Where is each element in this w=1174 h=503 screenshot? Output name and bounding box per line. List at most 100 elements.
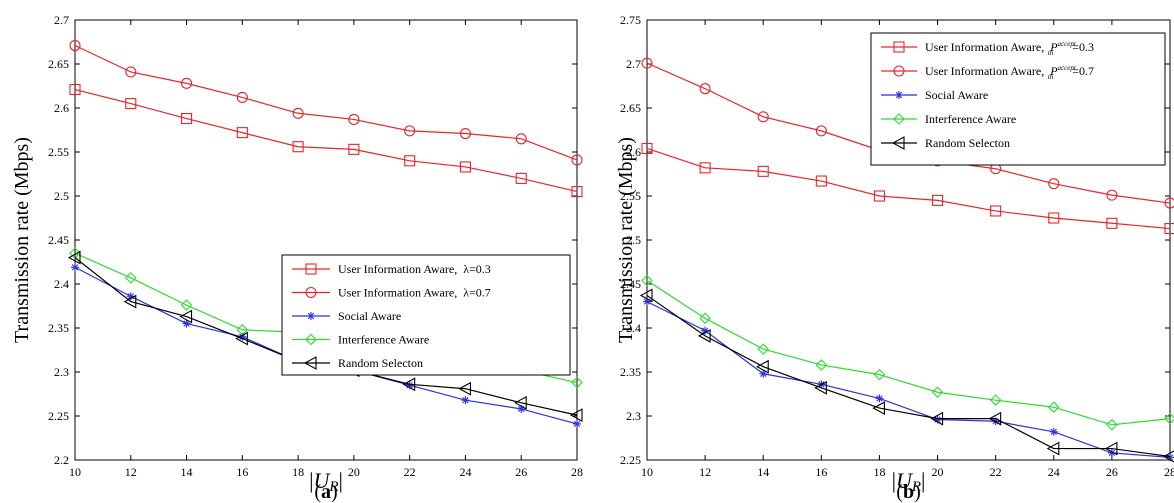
data-point bbox=[815, 359, 828, 371]
legend-marker bbox=[303, 356, 317, 370]
legend-label: User Information Aware, Paccept th =0.3 bbox=[925, 40, 1094, 57]
data-point bbox=[67, 250, 81, 265]
y-tick-label: 2.25 bbox=[620, 453, 641, 467]
data-point bbox=[757, 165, 769, 177]
data-point bbox=[181, 77, 193, 89]
data-point bbox=[236, 127, 248, 139]
x-tick-label: 18 bbox=[873, 465, 885, 479]
x-tick-label: 14 bbox=[757, 465, 769, 479]
y-tick-label: 2.2 bbox=[54, 453, 69, 467]
legend-label: User Information Aware, λ=0.7 bbox=[338, 286, 491, 300]
data-point bbox=[71, 263, 79, 272]
x-tick-label: 16 bbox=[236, 465, 248, 479]
plot-area-frame bbox=[74, 19, 578, 461]
data-point bbox=[458, 381, 471, 396]
y-tick-label: 2.45 bbox=[620, 277, 641, 291]
data-point bbox=[759, 369, 768, 378]
data-point bbox=[404, 155, 416, 167]
y-tick-label: 2.45 bbox=[48, 233, 69, 247]
y-axis-label: Transmission rate (Mbps) bbox=[615, 137, 637, 343]
data-point bbox=[123, 294, 137, 309]
data-point bbox=[641, 57, 653, 69]
y-tick-label: 2.75 bbox=[620, 13, 641, 27]
x-tick-label: 28 bbox=[571, 465, 583, 479]
series-line bbox=[646, 301, 1171, 458]
data-point bbox=[990, 205, 1002, 217]
data-point bbox=[571, 186, 583, 198]
chart-panel-b: 2.25 2.3 2.35 2.4 2.45 2.5 2.55 2.6 2.65 2.7 2.75 1… bbox=[615, 13, 1174, 503]
series-line bbox=[646, 279, 1171, 426]
y-tick-label: 2.6 bbox=[626, 145, 641, 159]
data-point bbox=[182, 319, 191, 328]
y-tick-label: 2.55 bbox=[620, 189, 641, 203]
series-line bbox=[646, 294, 1171, 458]
data-point bbox=[697, 328, 711, 343]
data-point bbox=[569, 408, 583, 423]
y-tick-label: 2.55 bbox=[48, 145, 69, 159]
legend-marker bbox=[893, 113, 905, 125]
x-axis-label-sub: R bbox=[911, 479, 921, 495]
data-point bbox=[988, 411, 1002, 426]
y-tick-label: 2.5 bbox=[626, 233, 641, 247]
data-point bbox=[573, 419, 581, 428]
legend-marker bbox=[893, 41, 905, 53]
x-tick-label: 26 bbox=[515, 465, 527, 479]
series-line bbox=[74, 44, 578, 161]
legend-box bbox=[870, 32, 1166, 166]
data-point bbox=[292, 141, 304, 153]
data-point bbox=[1048, 401, 1060, 413]
panel-caption: (b) bbox=[896, 481, 920, 503]
data-point bbox=[989, 394, 1002, 406]
data-point bbox=[125, 66, 137, 78]
data-point bbox=[873, 368, 886, 381]
data-point bbox=[571, 154, 583, 166]
data-point bbox=[756, 359, 769, 374]
x-axis-label: |UR| bbox=[309, 468, 343, 495]
x-tick-label: 10 bbox=[641, 465, 653, 479]
data-point bbox=[517, 404, 526, 413]
x-axis-label: |UR| bbox=[892, 468, 926, 495]
data-point bbox=[402, 377, 416, 392]
data-point bbox=[699, 162, 711, 174]
data-point bbox=[932, 194, 944, 206]
legend-label: User Information Aware, λ=0.3 bbox=[338, 262, 491, 276]
y-axis-label: Transmission rate (Mbps) bbox=[11, 137, 33, 343]
data-point bbox=[1164, 412, 1174, 425]
chart-panel-a: 2.2 2.25 2.3 2.35 2.4 2.45 2.5 2.55 2.6 2.65 2.7 10… bbox=[11, 13, 583, 503]
data-point bbox=[459, 127, 471, 140]
y-tick-label: 2.3 bbox=[626, 409, 641, 423]
data-point bbox=[757, 343, 769, 355]
series-0 bbox=[641, 142, 1174, 235]
data-point bbox=[1048, 212, 1060, 224]
data-point bbox=[1106, 217, 1118, 229]
x-tick-label: 24 bbox=[459, 465, 471, 479]
x-tick-label: 28 bbox=[1164, 465, 1174, 479]
legend-label: Social Aware bbox=[925, 88, 988, 102]
data-point bbox=[459, 161, 471, 173]
data-point bbox=[236, 91, 248, 103]
data-point bbox=[757, 111, 769, 123]
x-tick-label: 24 bbox=[1048, 465, 1060, 479]
data-point bbox=[641, 274, 653, 287]
data-point bbox=[639, 288, 653, 303]
data-point bbox=[1162, 450, 1174, 463]
legend-label: Social Aware bbox=[338, 309, 401, 323]
data-point bbox=[641, 142, 653, 155]
data-point bbox=[235, 331, 248, 346]
data-point bbox=[515, 172, 527, 184]
data-point bbox=[1049, 427, 1058, 436]
data-point bbox=[180, 299, 193, 311]
series-0 bbox=[69, 83, 583, 198]
series-3 bbox=[641, 274, 1174, 431]
y-tick-label: 2.65 bbox=[48, 57, 69, 71]
legend-marker bbox=[893, 65, 905, 77]
data-point bbox=[1046, 441, 1060, 456]
data-point bbox=[933, 415, 942, 424]
data-point bbox=[69, 83, 81, 96]
data-point bbox=[238, 332, 247, 341]
legend-label: Interference Aware bbox=[338, 333, 429, 347]
legend-marker bbox=[891, 136, 905, 150]
data-point bbox=[875, 394, 884, 403]
data-point bbox=[1106, 189, 1118, 201]
x-tick-label: 16 bbox=[815, 465, 827, 479]
